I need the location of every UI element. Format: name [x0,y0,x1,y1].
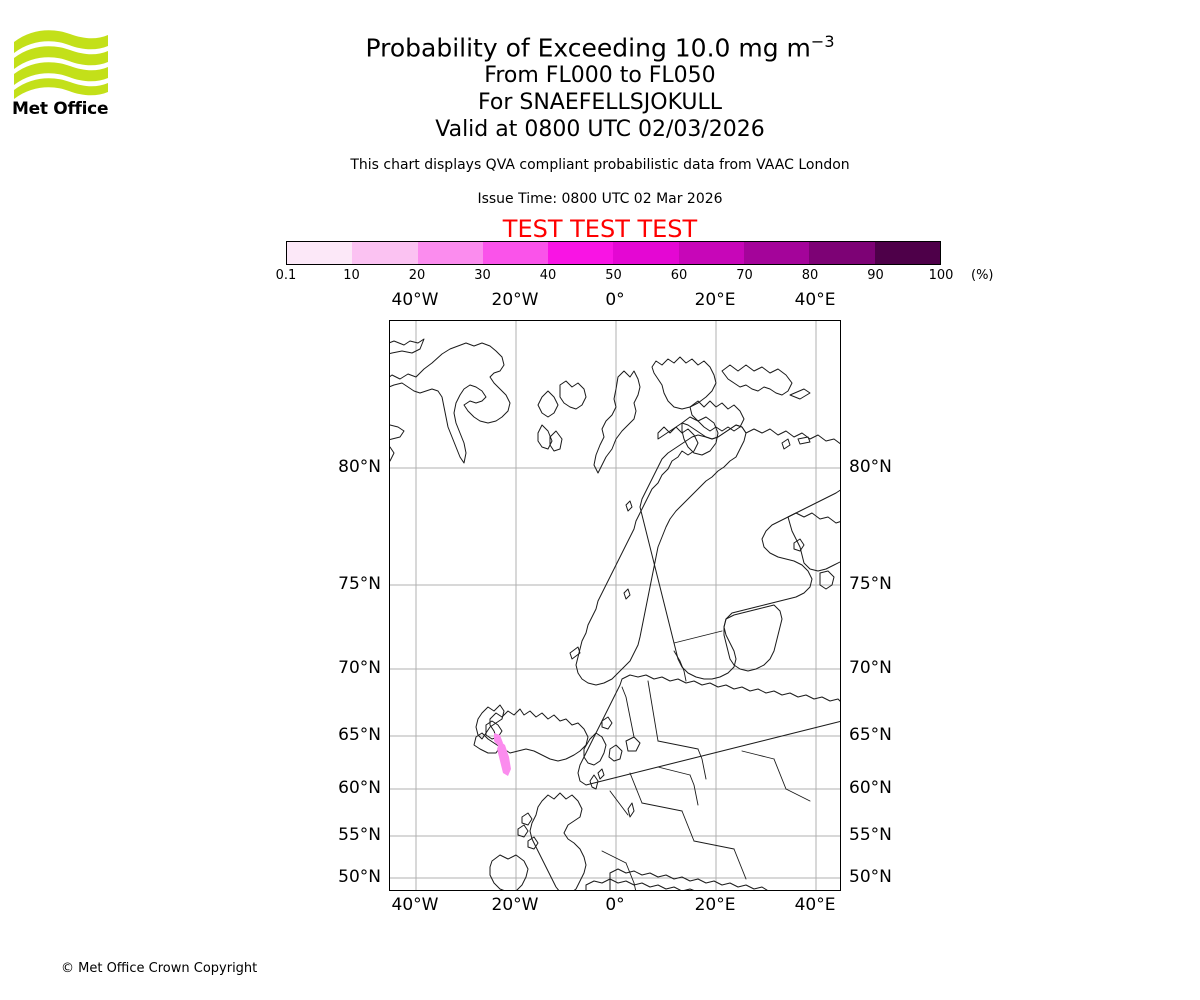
lat-label-right-70°N: 70°N [849,658,892,678]
met-office-logo: Met Office [12,22,112,117]
map-graphic [390,321,840,890]
page-title-text: Probability of Exceeding 10.0 mg m [365,33,811,63]
colorbar-tick-0.1: 0.1 [275,268,297,283]
lon-label-bottom-20°E: 20°E [694,895,736,915]
colorbar-tick-60: 60 [670,268,688,283]
lat-label-left-50°N: 50°N [338,867,381,887]
lat-label-left-75°N: 75°N [338,574,381,594]
colorbar-segment-1 [352,242,418,264]
colorbar-tick-50: 50 [605,268,622,283]
lon-label-top-40°W: 40°W [391,290,439,310]
colorbar-segment-6 [678,242,745,264]
colorbar-segment-0 [287,242,353,264]
lat-label-left-55°N: 55°N [338,825,381,845]
test-banner: TEST TEST TEST [502,215,698,243]
lat-label-right-80°N: 80°N [849,457,892,477]
lon-label-top-40°E: 40°E [794,290,836,310]
colorbar-tick-90: 90 [867,268,884,283]
lon-label-top-20°W: 20°W [491,290,539,310]
lat-label-left-70°N: 70°N [338,658,381,678]
colorbar-segment-7 [744,242,810,264]
qva-compliance-note: This chart displays QVA compliant probab… [350,157,850,173]
colorbar-segment-3 [482,242,549,264]
volcano-subtitle: For SNAEFELLSJOKULL [477,90,723,115]
probability-colorbar [286,241,941,265]
copyright-notice: © Met Office Crown Copyright [61,961,258,976]
lon-label-bottom-40°E: 40°E [794,895,836,915]
colorbar-tick-20: 20 [408,268,426,283]
colorbar-tick-labels: 0.1 10 20 30 40 50 60 70 80 90 100 [0,268,1200,284]
lat-label-left-65°N: 65°N [338,725,381,745]
lat-label-right-55°N: 55°N [849,825,892,845]
colorbar-tick-70: 70 [736,268,753,283]
logo-waves [14,30,108,99]
colorbar-tick-80: 80 [801,268,819,283]
page-title-exponent: −3 [810,32,835,51]
lat-label-left-80°N: 80°N [338,457,381,477]
valid-time-subtitle: Valid at 0800 UTC 02/03/2026 [435,117,765,142]
colorbar-segment-5 [613,242,679,264]
lat-label-left-60°N: 60°N [338,778,381,798]
colorbar-segment-2 [417,242,483,264]
colorbar-tick-10: 10 [343,268,360,283]
lon-label-top-20°E: 20°E [694,290,736,310]
map-coastlines [390,338,840,890]
lon-label-bottom-40°W: 40°W [391,895,439,915]
logo-wordmark: Met Office [12,99,108,117]
colorbar-tick-30: 30 [474,268,491,283]
colorbar-segment-9 [874,242,940,264]
lat-label-right-75°N: 75°N [849,574,892,594]
colorbar-segment-4 [548,242,614,264]
colorbar-segment-8 [809,242,875,264]
met-office-logo-graphic: Met Office [12,30,108,117]
lat-label-right-65°N: 65°N [849,725,892,745]
ash-plume-overlay [494,733,511,776]
lat-label-right-60°N: 60°N [849,778,892,798]
lon-label-top-0°: 0° [605,290,625,310]
colorbar-tick-40: 40 [539,268,557,283]
lon-label-bottom-0°: 0° [605,895,625,915]
colorbar-unit-label: (%) [971,268,994,283]
flight-level-subtitle: From FL000 to FL050 [484,63,716,88]
colorbar-tick-100: 100 [928,268,954,283]
lon-label-bottom-20°W: 20°W [491,895,539,915]
map-plot-area[interactable] [389,320,841,891]
issue-time-label: Issue Time: 0800 UTC 02 Mar 2026 [477,191,723,207]
map-gridlines [390,321,840,890]
page-title: Probability of Exceeding 10.0 mg m−3 [0,26,1200,63]
lat-label-right-50°N: 50°N [849,867,892,887]
